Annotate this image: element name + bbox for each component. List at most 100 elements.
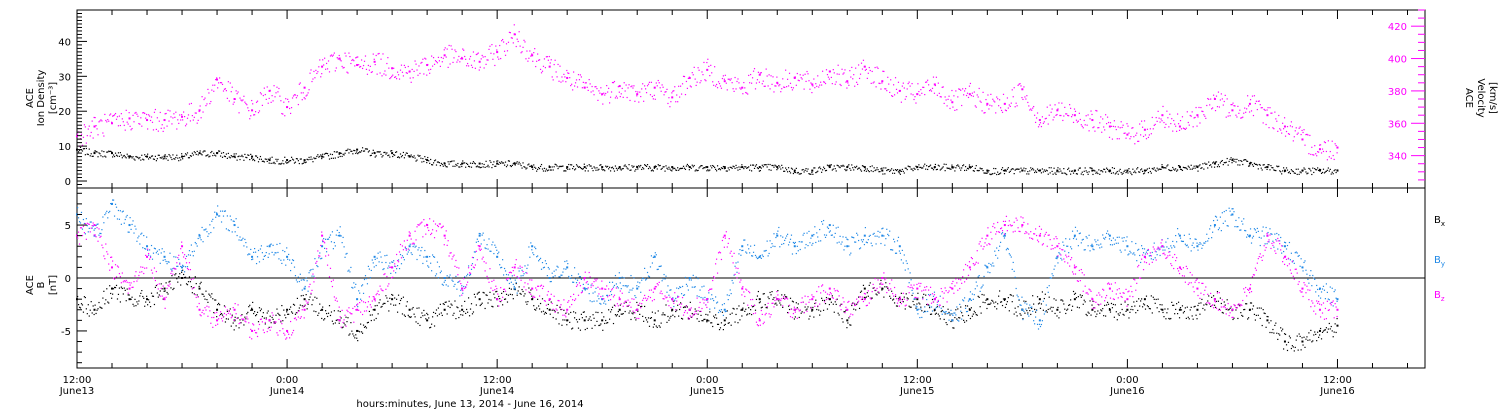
velocity-dot [639,91,641,93]
velocity-dot [1037,126,1040,128]
bx-dot [887,287,889,290]
bx-dot [1041,291,1044,293]
density-dot [741,164,743,166]
density-dot [1228,160,1230,163]
bx-dot [456,306,458,308]
velocity-dot [1032,107,1034,109]
density-dot [460,163,462,166]
velocity-dot [550,59,552,61]
bx-dot [897,298,900,300]
density-dot [721,167,724,170]
velocity-dot [682,75,685,77]
density-dot [735,164,737,167]
density-dot [1038,169,1041,172]
velocity-dot [664,91,666,93]
bx-dot [749,313,751,315]
velocity-dot [1168,126,1170,128]
by-dot [145,248,147,250]
by-dot [420,250,422,252]
density-dot [1042,171,1044,173]
velocity-dot [1278,114,1280,117]
bx-dot [773,297,775,299]
density-dot [453,160,455,162]
density-dot [81,150,84,152]
density-dot [1098,169,1100,171]
by-dot [537,255,539,257]
by-dot [549,281,551,283]
density-dot [1325,170,1327,172]
bx-dot [1265,326,1267,328]
bx-dot [475,304,477,306]
velocity-dot [734,76,736,79]
bx-dot [819,314,821,316]
bx-dot [729,313,731,315]
velocity-dot [1068,115,1070,117]
velocity-dot [90,131,92,134]
by-dot [316,264,318,267]
velocity-dot [787,85,790,87]
velocity-dot [954,109,956,111]
bx-dot [1279,334,1281,336]
velocity-dot [320,76,322,78]
by-dot [585,288,587,290]
density-dot [175,156,177,159]
density-dot [786,171,789,173]
bx-dot [209,294,211,296]
velocity-dot [362,64,365,67]
velocity-dot [643,100,645,102]
velocity-dot [323,64,325,66]
bx-dot [597,311,599,314]
density-dot [294,161,297,163]
velocity-dot [290,107,293,109]
density-dot [984,172,986,174]
density-dot [1028,173,1030,175]
bx-dot [816,308,818,311]
density-dot [765,164,767,166]
bx-dot [508,287,511,289]
velocity-dot [1010,102,1012,104]
by-dot [409,243,411,245]
by-dot [488,238,490,240]
velocity-dot [848,84,850,86]
by-dot [639,282,641,284]
density-dot [422,157,424,160]
density-dot [448,163,450,165]
velocity-dot [1336,152,1338,154]
density-dot [1125,171,1127,174]
density-dot [393,154,395,156]
velocity-dot [128,112,130,114]
density-dot [671,170,673,172]
bx-dot [323,319,325,321]
bx-dot [589,316,591,318]
velocity-dot [237,91,239,93]
bx-dot [150,292,153,294]
velocity-dot [644,88,647,90]
density-dot [117,152,120,154]
velocity-dot [239,97,241,99]
velocity-dot [1098,127,1100,129]
velocity-dot [492,58,494,60]
density-dot [269,157,271,159]
velocity-dot [1335,144,1337,147]
bx-dot [1213,304,1216,306]
velocity-dot [790,86,793,89]
velocity-dot [622,96,624,98]
density-dot [465,166,467,168]
velocity-dot [952,106,954,108]
bx-dot [658,325,660,327]
velocity-dot [80,133,83,135]
velocity-dot [86,135,88,137]
density-dot [1165,167,1167,169]
by-point [986,266,989,269]
velocity-dot [1176,130,1178,132]
velocity-dot [739,87,741,89]
velocity-dot [767,85,769,87]
bx-dot [108,302,110,304]
density-dot [233,153,235,155]
bx-dot [966,305,969,307]
bx-dot [1065,312,1067,315]
velocity-dot [341,65,343,68]
bx-dot [219,313,222,316]
velocity-dot [1141,120,1143,122]
velocity-dot [783,86,785,88]
